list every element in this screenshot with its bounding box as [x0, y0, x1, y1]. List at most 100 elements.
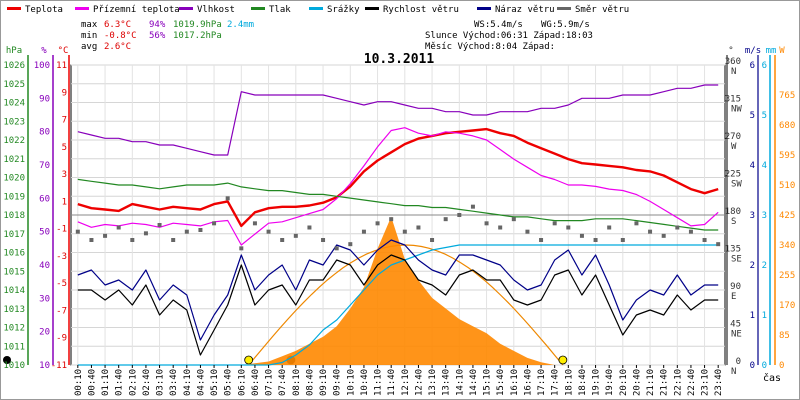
temperature-tick: 11: [56, 61, 67, 71]
pressure-tick: 1016: [3, 249, 25, 259]
pressure-tick: 1012: [3, 324, 25, 334]
wind-direction-point: [566, 225, 571, 230]
direction-tick: 0: [736, 357, 741, 367]
solar-tick: 255: [779, 271, 795, 281]
series-line: [77, 178, 719, 231]
direction-tick: 90: [730, 282, 741, 292]
legend-swatch: [7, 7, 21, 10]
wind-direction-point: [116, 225, 121, 230]
direction-tick: 360: [725, 57, 741, 67]
series-line: [77, 239, 719, 341]
rain-tick: 4: [762, 161, 767, 171]
wind-direction-point: [348, 242, 353, 247]
rain-tick: 0: [762, 361, 767, 371]
legend-swatch: [309, 7, 323, 10]
humidity-tick: 60: [39, 194, 50, 204]
temperature-tick: -1: [56, 225, 67, 235]
x-tick-label: 08:40: [305, 369, 315, 396]
solar-tick: 680: [779, 121, 795, 131]
x-axis-label: čas: [763, 372, 781, 384]
series-line: [77, 84, 719, 156]
direction-tick: 225: [725, 170, 741, 180]
x-tick-label: 04:40: [196, 369, 206, 396]
legend-swatch: [477, 7, 491, 10]
direction-tick: S: [731, 217, 736, 227]
wind-tick: 3: [750, 211, 755, 221]
solar-tick: 425: [779, 211, 795, 221]
stat-slunce: Slunce Východ:06:31 Západ:18:03: [425, 31, 593, 41]
x-tick-label: 15:10: [483, 369, 493, 396]
wind-direction-point: [648, 229, 653, 234]
series-line: [77, 127, 719, 246]
x-tick-label: 11:10: [374, 369, 384, 396]
x-tick-label: 02:10: [128, 369, 138, 396]
direction-tick: SW: [731, 180, 742, 190]
series-line: [77, 254, 719, 356]
wind-direction-point: [416, 225, 421, 230]
x-tick-label: 16:10: [510, 369, 520, 396]
wind-direction-point: [430, 238, 435, 242]
humidity-tick: 10: [39, 361, 50, 371]
wind-direction-point: [470, 204, 475, 209]
legend-label: Teplota: [25, 5, 63, 15]
x-tick-label: 09:40: [333, 369, 343, 396]
x-tick-label: 01:10: [101, 369, 111, 396]
humidity-axis-label: %: [41, 46, 47, 56]
x-tick-label: 21:40: [660, 369, 670, 396]
pressure-tick: 1020: [3, 174, 25, 184]
x-tick-label: 00:10: [74, 369, 84, 396]
stat-min-press: 1017.2hPa: [173, 31, 222, 41]
wind-direction-point: [143, 231, 148, 236]
x-tick-label: 11:40: [387, 369, 397, 396]
wind-tick: 5: [750, 111, 755, 121]
x-tick-label: 19:10: [592, 369, 602, 396]
wind-direction-point: [89, 238, 94, 242]
legend-swatch: [557, 7, 571, 10]
pressure-tick: 1019: [3, 192, 25, 202]
stat-max-hum: 94%: [149, 20, 166, 30]
legend-label: Přízemní teplota: [93, 5, 180, 15]
stat-min-temp: -0.8°C: [104, 31, 137, 41]
legend-swatch: [251, 7, 265, 10]
x-tick-label: 22:40: [687, 369, 697, 396]
temperature-tick: 7: [62, 116, 67, 126]
x-tick-label: 07:40: [278, 369, 288, 396]
solar-tick: 85: [779, 331, 790, 341]
wind-direction-point: [498, 225, 503, 230]
legend-label: Náraz větru: [495, 5, 555, 15]
stat-max-temp: 6.3°C: [104, 20, 131, 30]
x-tick-label: 09:10: [319, 369, 329, 396]
stat-wg: WG:5.9m/s: [541, 20, 590, 30]
wind-direction-point: [511, 217, 516, 222]
wind-tick: 0: [750, 361, 755, 371]
wind-direction-point: [130, 238, 135, 242]
x-tick-label: 20:10: [619, 369, 629, 396]
x-tick-label: 18:40: [578, 369, 588, 396]
wind-direction-point: [375, 221, 380, 226]
wind-tick: 6: [750, 61, 755, 71]
stat-mesic: Měsíc Východ:8:04 Západ:: [425, 42, 555, 52]
humidity-tick: 90: [39, 94, 50, 104]
rain-tick: 2: [762, 261, 767, 271]
wind-direction-point: [321, 238, 326, 242]
wind-direction-point: [334, 246, 339, 251]
x-tick-label: 13:10: [428, 369, 438, 396]
wind-tick: 4: [750, 161, 755, 171]
wind-direction-point: [280, 238, 285, 242]
x-tick-label: 23:10: [701, 369, 711, 396]
pressure-tick: 1023: [3, 117, 25, 127]
solar-tick: 510: [779, 181, 795, 191]
wind-direction-point: [457, 213, 462, 217]
wind-direction-point: [675, 225, 680, 230]
stat-avg-temp: 2.6°C: [104, 42, 131, 52]
stat-min-label: min: [81, 31, 97, 41]
humidity-tick: 80: [39, 128, 50, 138]
wind-direction-point: [620, 238, 625, 242]
direction-tick: SE: [731, 255, 742, 265]
humidity-tick: 30: [39, 294, 50, 304]
direction-tick: E: [731, 292, 736, 302]
direction-tick: 180: [725, 207, 741, 217]
stat-min-hum: 56%: [149, 31, 166, 41]
legend-swatch: [179, 7, 193, 10]
